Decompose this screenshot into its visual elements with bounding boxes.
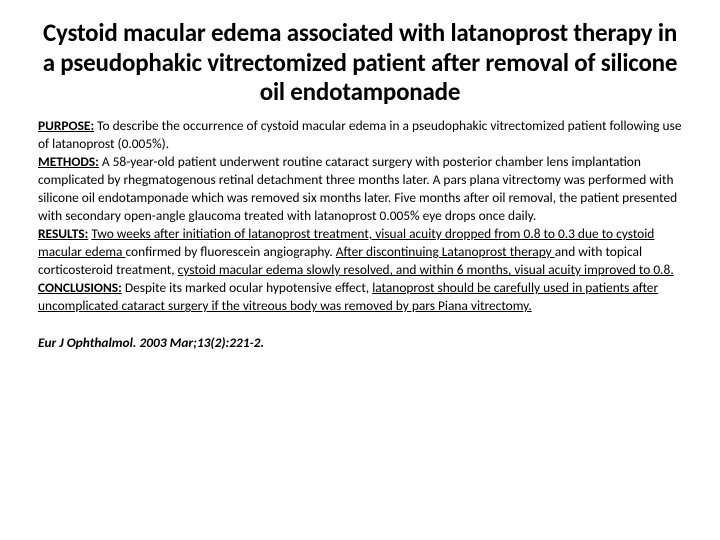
methods-text: A 58-year-old patient underwent routine … [38,153,677,224]
slide-title: Cystoid macular edema associated with la… [38,18,682,107]
citation: Eur J Ophthalmol. 2003 Mar;13(2):221-2. [38,334,682,351]
results-underline-3: cystoid macular edema slowly resolved, a… [178,261,674,278]
results-plain-1: confirmed by fluorescein angiography. [126,243,336,260]
results-label: RESULTS: [38,225,88,242]
abstract-body: PURPOSE: To describe the occurrence of c… [38,117,682,316]
slide: Cystoid macular edema associated with la… [0,0,720,540]
methods-label: METHODS: [38,153,99,170]
conclusions-plain-1: Despite its marked ocular hypotensive ef… [122,279,372,296]
purpose-text: To describe the occurrence of cystoid ma… [38,117,682,152]
conclusions-label: CONCLUSIONS: [38,279,122,296]
purpose-label: PURPOSE: [38,117,94,134]
results-underline-2: After discontinuing Latanoprost therapy [336,243,555,260]
